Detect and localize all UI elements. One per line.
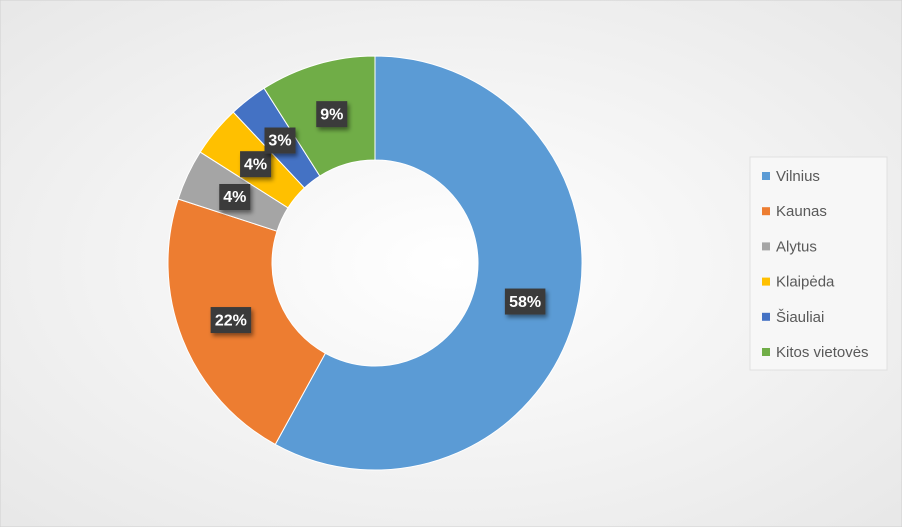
legend-marker xyxy=(762,277,770,286)
data-label: 22% xyxy=(215,312,247,329)
data-label-box xyxy=(219,184,251,211)
donut-slice xyxy=(274,55,583,471)
legend-marker xyxy=(762,172,770,180)
data-label: 4% xyxy=(223,189,246,206)
data-label-box xyxy=(210,307,252,334)
legend-label: Šiauliai xyxy=(776,309,824,326)
data-label-box xyxy=(264,127,296,154)
data-label: 4% xyxy=(244,156,267,173)
legend-marker xyxy=(762,207,770,216)
legend-label: Alytus xyxy=(776,238,817,255)
data-label: 58% xyxy=(509,294,541,311)
legend-marker xyxy=(762,348,770,356)
legend xyxy=(749,156,888,371)
legend-label: Vilnius xyxy=(776,168,820,185)
legend-label: Kitos vietovės xyxy=(776,344,869,361)
legend-label: Kaunas xyxy=(776,203,827,220)
legend-marker xyxy=(762,312,770,321)
data-label-box xyxy=(316,101,348,128)
data-label-box xyxy=(240,151,272,178)
data-label: 3% xyxy=(268,133,291,150)
legend-label: Klaipėda xyxy=(776,274,835,291)
data-label-box xyxy=(504,288,546,315)
data-label: 9% xyxy=(320,106,343,123)
legend-marker xyxy=(762,242,770,251)
